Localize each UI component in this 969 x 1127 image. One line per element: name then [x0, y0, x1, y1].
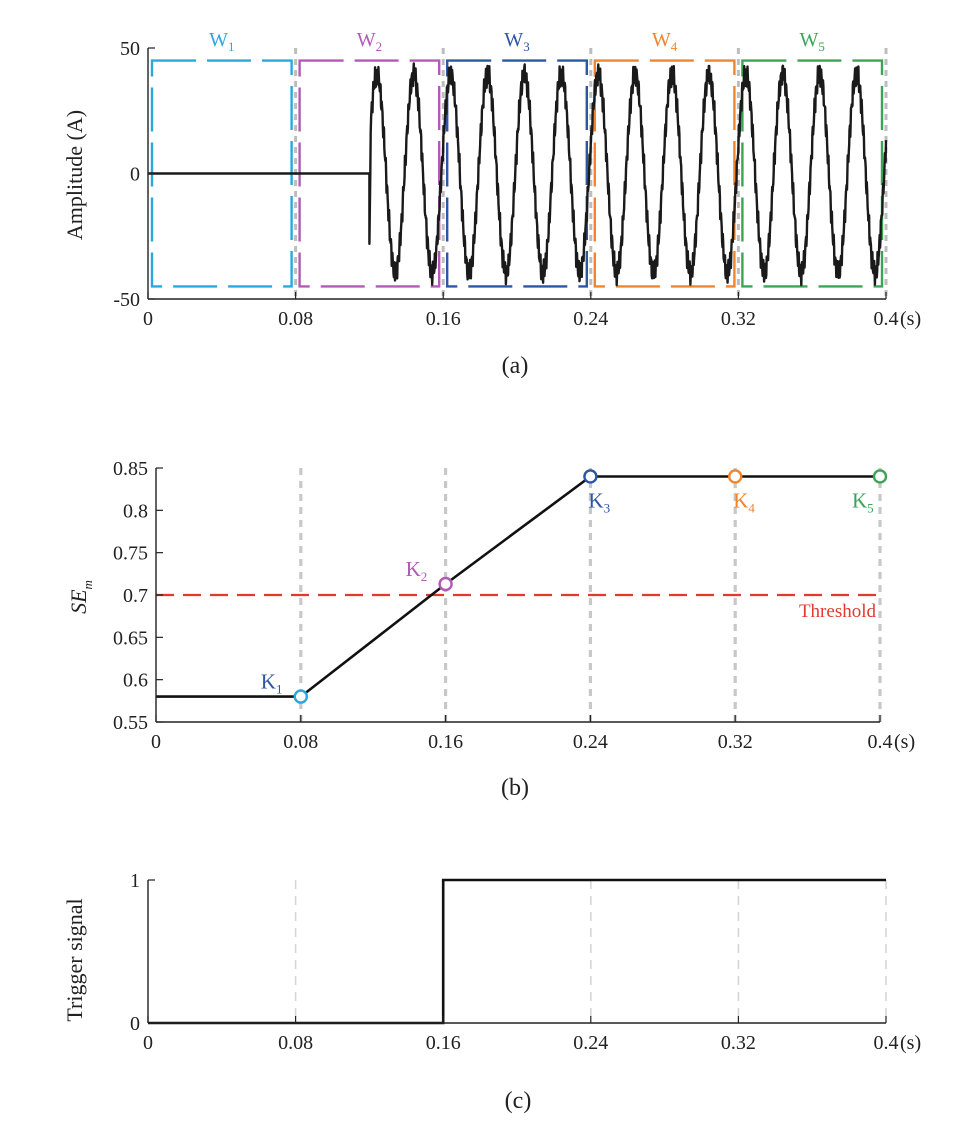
- c-x-tick-label: 0.32: [721, 1032, 756, 1054]
- b-y-tick-label: 0.8: [123, 500, 148, 522]
- k-marker-5: [872, 469, 888, 484]
- k-label-main: K: [733, 488, 748, 512]
- b-x-tick-label: 0.32: [718, 731, 753, 753]
- window-label-sub: 2: [376, 39, 383, 54]
- a-y-tick-label: -50: [113, 289, 140, 311]
- window-label-2: W2: [357, 29, 382, 54]
- b-y-tick-label: 0.55: [113, 712, 148, 734]
- window-label-main: W: [504, 29, 523, 51]
- window-label-sub: 1: [228, 39, 235, 54]
- a-x-unit-label: (s): [900, 308, 921, 330]
- a-x-tick-label: 0.16: [426, 308, 461, 330]
- a-y-tick-label: 50: [120, 38, 140, 60]
- b-y-tick-label: 0.75: [113, 543, 148, 565]
- panel-c-y-axis-label: Trigger signal: [62, 898, 87, 1021]
- k-marker-1: [293, 689, 308, 704]
- c-x-tick-label: 0.4: [874, 1032, 899, 1054]
- trigger-signal-line: [148, 878, 886, 1025]
- panel-b-y-axis-label-main: SE: [66, 589, 91, 614]
- b-y-tick-label: 0.6: [123, 670, 148, 692]
- b-x-tick-label: 0.16: [428, 731, 463, 753]
- k-label-sub: 5: [867, 500, 874, 515]
- b-y-tick-label: 0.65: [113, 627, 148, 649]
- window-label-4: W4: [652, 29, 678, 54]
- panel-b-caption: (b): [501, 775, 529, 801]
- window-box-3: [446, 59, 589, 288]
- c-x-tick-label: 0.08: [278, 1032, 313, 1054]
- k-label-sub: 3: [604, 500, 611, 515]
- k-label-2: K2: [406, 557, 428, 584]
- window-label-1: W1: [209, 29, 234, 54]
- c-x-unit-label: (s): [900, 1032, 921, 1054]
- b-y-tick-label: 0.7: [123, 585, 148, 607]
- k-label-sub: 2: [421, 569, 428, 584]
- panel-a-y-axis-label: Amplitude (A): [62, 110, 87, 240]
- b-x-tick-label: 0: [151, 731, 161, 753]
- window-box-5: [741, 59, 884, 288]
- k-label-main: K: [261, 670, 276, 694]
- window-label-main: W: [357, 29, 376, 51]
- panel-c-caption: (c): [505, 1088, 532, 1114]
- window-box-4: [593, 59, 736, 288]
- panel-b: 0 0.08 0.16 0.24 0.32 0.4 (s) 0.55 0.6 0.65 0.7 0.7…: [66, 458, 915, 801]
- k-label-sub: 4: [748, 500, 755, 515]
- b-x-tick-label: 0.08: [283, 731, 318, 753]
- panel-b-y-axis-label: SEm: [66, 580, 95, 614]
- b-y-tick-label: 0.85: [113, 458, 148, 480]
- k-marker-3: [583, 469, 598, 484]
- panel-b-y-axis-label-sub: m: [80, 580, 95, 589]
- k-marker-4: [728, 469, 743, 484]
- threshold-label: Threshold: [799, 601, 877, 622]
- b-x-tick-label: 0.24: [573, 731, 608, 753]
- c-y-tick-label: 0: [130, 1013, 140, 1035]
- k-label-main: K: [588, 488, 603, 512]
- k-marker-2: [438, 576, 453, 592]
- window-label-5: W5: [800, 29, 825, 54]
- k-label-sub: 1: [276, 682, 283, 697]
- window-label-sub: 5: [818, 39, 825, 54]
- b-x-tick-label: 0.4: [868, 731, 893, 753]
- a-x-tick-label: 0.32: [721, 308, 756, 330]
- k-label-main: K: [406, 557, 421, 581]
- k-label-4: K4: [733, 488, 755, 515]
- window-label-sub: 3: [523, 39, 530, 54]
- c-x-tick-label: 0.16: [426, 1032, 461, 1054]
- a-x-tick-label: 0.08: [278, 308, 313, 330]
- se-m-line: [156, 475, 880, 698]
- c-x-tick-label: 0.24: [573, 1032, 608, 1054]
- a-x-tick-label: 0.4: [874, 308, 899, 330]
- a-x-tick-label: 0: [143, 308, 153, 330]
- a-y-tick-label: 0: [130, 164, 140, 186]
- k-label-main: K: [852, 488, 867, 512]
- current-signal-line: [148, 62, 888, 287]
- window-label-main: W: [209, 29, 228, 51]
- window-label-sub: 4: [671, 39, 678, 54]
- window-label-main: W: [800, 29, 819, 51]
- c-x-tick-label: 0: [143, 1032, 153, 1054]
- c-y-tick-label: 1: [130, 870, 140, 892]
- b-x-unit-label: (s): [894, 731, 915, 753]
- window-label-main: W: [652, 29, 671, 51]
- k-label-5: K5: [852, 488, 874, 515]
- k-label-3: K3: [588, 488, 610, 515]
- a-x-tick-label: 0.24: [573, 308, 608, 330]
- panel-a-caption: (a): [502, 353, 529, 379]
- k-label-1: K1: [261, 670, 283, 697]
- panel-c: 0 0.08 0.16 0.24 0.32 0.4 (s) 0 1 Trigger signal…: [62, 870, 921, 1114]
- window-label-3: W3: [504, 29, 529, 54]
